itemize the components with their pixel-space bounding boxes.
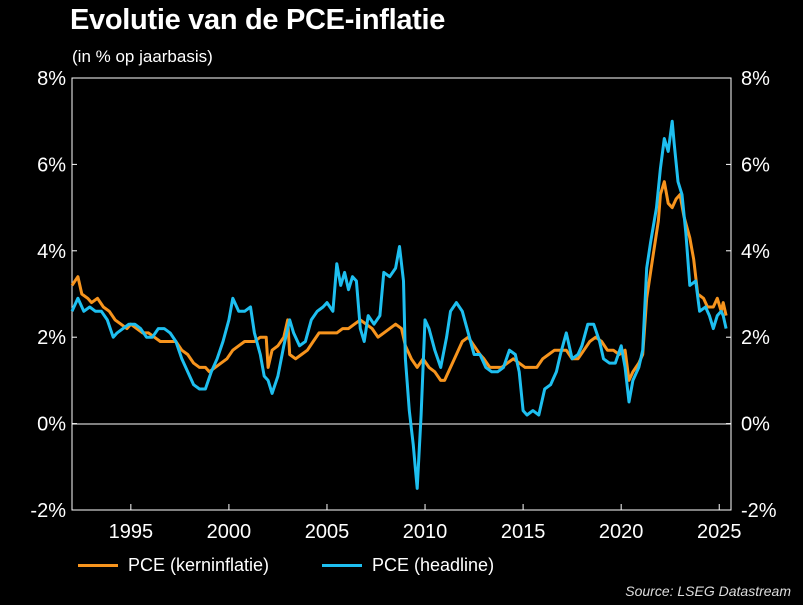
legend-label-headline: PCE (headline) [372, 555, 495, 575]
y-axis: -2% -2% 0% 0% 2% 2% 4% 4% 6% 6% 8% 8% [30, 68, 776, 522]
y-tick-label-right: 6% [741, 154, 770, 176]
x-tick-label: 2000 [207, 521, 252, 543]
y-tick-label-left: 8% [37, 68, 66, 90]
y-tick-label-left: 4% [37, 241, 66, 263]
x-tick-label: 2010 [403, 521, 448, 543]
chart-canvas: 1995 2000 2005 2010 2015 2020 2025 -2% -2% 0% 0% 2… [30, 68, 776, 543]
y-tick-label-right: 0% [741, 414, 770, 436]
legend-swatch-core [78, 564, 118, 567]
series-line-core [70, 180, 728, 382]
legend-item-core: PCE (kerninflatie) [78, 555, 269, 576]
chart-title: Evolutie van de PCE-inflatie [70, 4, 446, 36]
series-line-headline [70, 119, 728, 490]
source-note: Source: LSEG Datastream [625, 583, 791, 599]
x-tick-label: 1995 [109, 521, 154, 543]
x-tick-label: 2025 [697, 521, 742, 543]
y-tick-label-left: -2% [30, 500, 66, 522]
chart-subtitle: (in % op jaarbasis) [72, 47, 213, 66]
legend-swatch-headline [322, 564, 362, 567]
y-tick-label-right: 8% [741, 68, 770, 90]
x-axis: 1995 2000 2005 2010 2015 2020 2025 [109, 504, 742, 543]
plot-frame [71, 77, 732, 511]
y-tick-label-left: 2% [37, 327, 66, 349]
x-tick-label: 2020 [599, 521, 644, 543]
y-tick-label-right: -2% [741, 500, 777, 522]
legend-item-headline: PCE (headline) [322, 555, 494, 576]
x-tick-label: 2015 [501, 521, 546, 543]
x-tick-label: 2005 [305, 521, 350, 543]
y-tick-label-left: 6% [37, 154, 66, 176]
y-tick-label-right: 4% [741, 241, 770, 263]
legend-label-core: PCE (kerninflatie) [128, 555, 270, 575]
y-tick-label-right: 2% [741, 327, 770, 349]
series-group [70, 119, 728, 490]
y-tick-label-left: 0% [37, 414, 66, 436]
